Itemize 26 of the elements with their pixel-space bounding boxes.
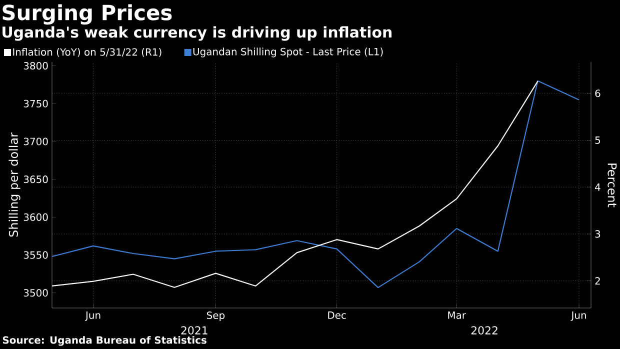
text: 2022 — [471, 326, 498, 334]
y-tick-label: 3800 — [24, 62, 48, 70]
legend-label: Inflation (YoY) on 5/31/22 (R1) — [13, 48, 162, 57]
y-axis-title: Shilling per dollar — [8, 132, 20, 237]
text: 2021 — [181, 326, 208, 334]
y-tick-label: 3750 — [24, 100, 48, 108]
y2-axis-title: Percent — [608, 164, 617, 208]
chart-subtitle: Uganda's weak currency is driving up inflation — [2, 26, 392, 41]
x-tick-label: Sep — [206, 312, 225, 321]
y-tick-label: 3600 — [24, 213, 48, 221]
x-tick-label: Jun — [570, 312, 586, 321]
x-tick-label: Jun — [84, 312, 100, 321]
y2-tick-label: 6 — [595, 90, 600, 98]
y2-tick-label: 2 — [595, 277, 600, 285]
y2-tick-label: 5 — [595, 136, 600, 144]
y-tick-label: 3650 — [24, 176, 48, 184]
x-tick-label: Mar — [448, 312, 466, 319]
y-tick-label: 3550 — [24, 251, 48, 259]
source-note: Source: Uganda Bureau of Statistics — [2, 336, 206, 346]
x-tick-label: Dec — [328, 312, 346, 319]
y2-tick-label: 3 — [595, 230, 600, 238]
y-tick-label: 3500 — [24, 289, 48, 297]
chart-title: Surging Prices — [2, 4, 172, 25]
legend-label: Ugandan Shilling Spot - Last Price (L1) — [193, 48, 383, 58]
y-tick-label: 3700 — [24, 138, 48, 146]
y2-tick-label: 4 — [595, 183, 600, 191]
